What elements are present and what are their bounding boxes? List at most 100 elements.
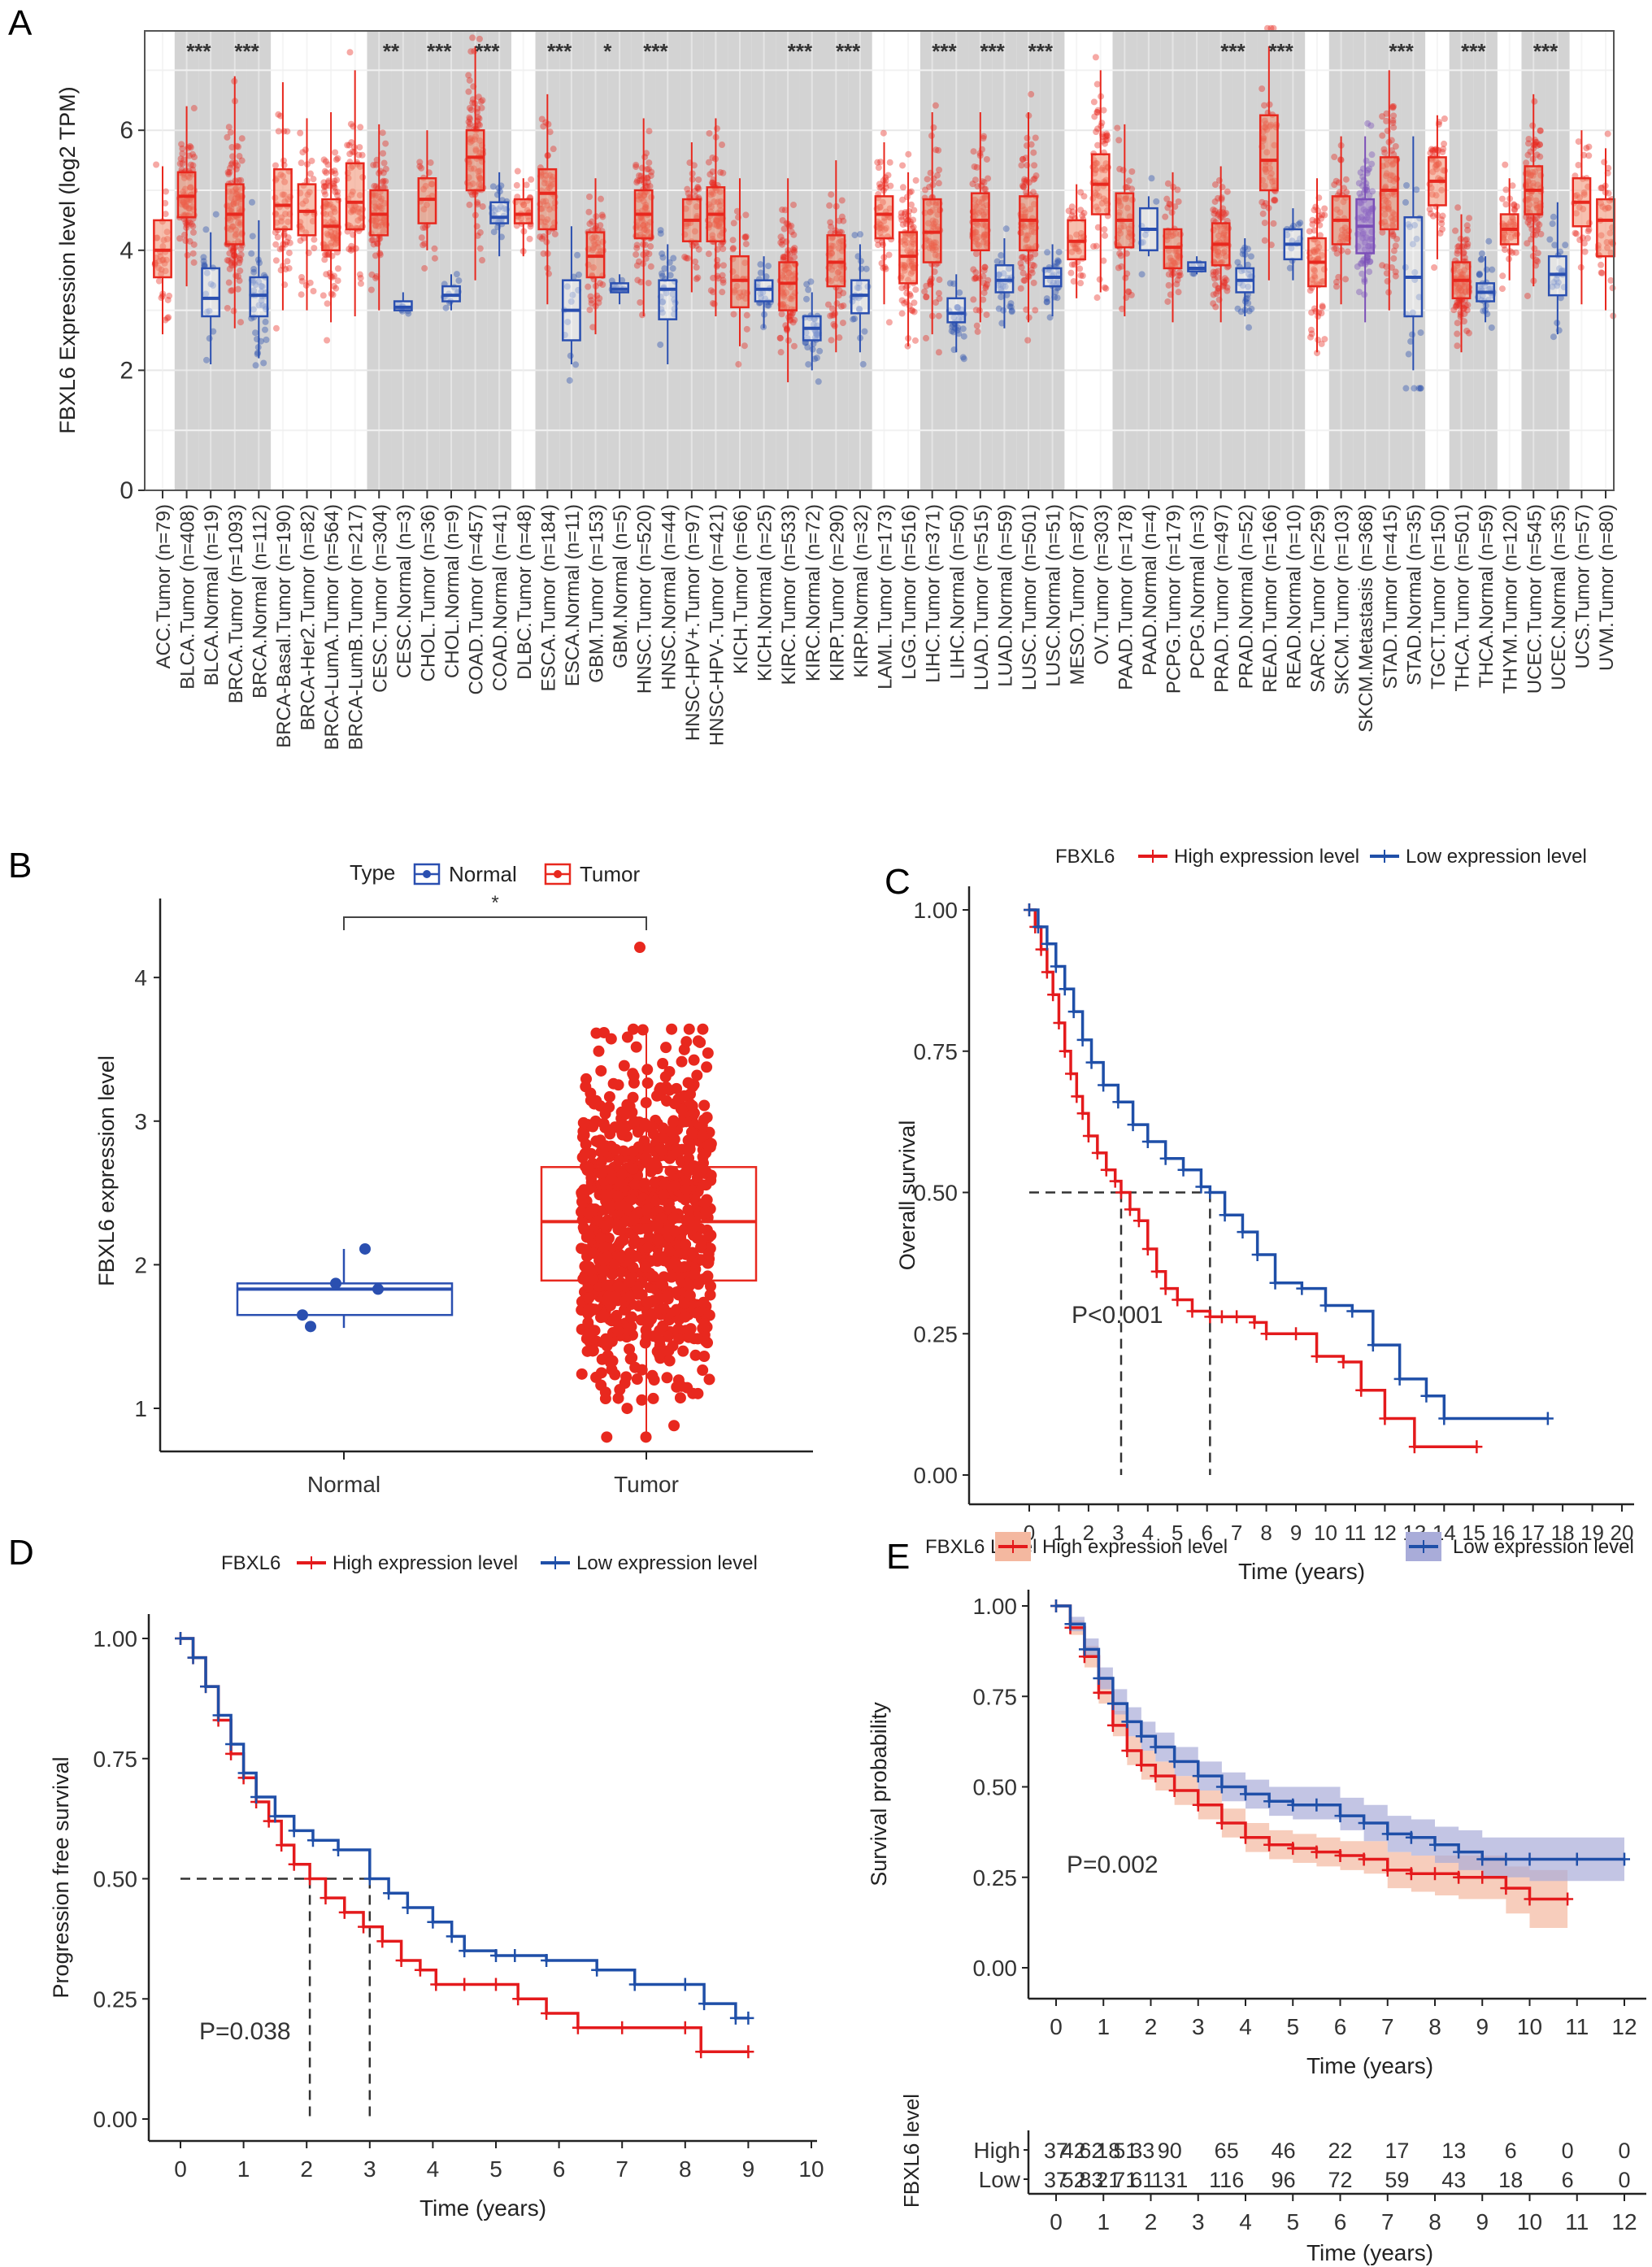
panel-a-box-group — [488, 172, 511, 257]
panel-a-point — [236, 255, 243, 262]
risk-table-row-label-high: High — [973, 2138, 1020, 2163]
panel-a-point — [1079, 212, 1086, 220]
panel-a-point — [1090, 243, 1098, 250]
panel-d-legend-title: FBXL6 — [221, 1552, 280, 1574]
panel-a-point — [1101, 226, 1108, 233]
panel-a-xtick-label: LUAD.Normal (n=59) — [994, 504, 1016, 687]
panel-a-point — [322, 191, 329, 198]
panel-a-box-group — [633, 118, 655, 319]
panel-a-point — [238, 157, 246, 164]
panel-a-point — [826, 202, 833, 209]
panel-b-ytick-label: 3 — [134, 1109, 147, 1134]
panel-a-point — [1573, 230, 1580, 237]
panel-a-point — [344, 141, 351, 149]
panel-a-point — [1125, 177, 1132, 185]
panel-a-point — [595, 299, 602, 307]
panel-c-censor-mark — [1059, 1044, 1071, 1058]
panel-c-censor-mark — [1076, 1033, 1089, 1046]
panel-a-point — [420, 224, 427, 232]
panel-a-significance: *** — [1461, 39, 1486, 63]
panel-a-point — [514, 168, 521, 175]
panel-b-normal-point — [305, 1321, 316, 1333]
panel-b-tumor-point — [585, 1094, 597, 1107]
panel-c-censor-mark — [1047, 988, 1059, 1002]
panel-b-significance-label: * — [491, 892, 498, 914]
panel-b-tumor-point — [658, 1303, 670, 1315]
panel-e-xtick-label: 2 — [1145, 2014, 1158, 2039]
panel-a-point — [646, 159, 653, 167]
panel-a-point — [285, 264, 293, 272]
panel-a-point — [930, 175, 937, 182]
panel-a-point — [372, 275, 380, 282]
panel-a-point — [1392, 272, 1399, 280]
panel-a-xtick-label: BRCA-Basal.Tumor (n=190) — [273, 504, 295, 748]
panel-a-point — [546, 128, 554, 136]
panel-a-point — [791, 244, 798, 251]
panel-b-tumor-point — [618, 1060, 630, 1072]
panel-a-xtick-label: SARC.Tumor (n=259) — [1307, 504, 1329, 693]
panel-a-point — [644, 166, 651, 173]
panel-a-point — [298, 274, 306, 281]
panel-a-xtick-label: HNSC.Normal (n=44) — [658, 504, 680, 690]
panel-b-tumor-point — [663, 1245, 676, 1257]
panel-a-point — [537, 233, 544, 241]
panel-a-point — [645, 179, 652, 186]
panel-a-box-group — [344, 49, 367, 316]
panel-b-tumor-point — [676, 1380, 688, 1392]
panel-a-point — [476, 245, 484, 252]
panel-a-point — [381, 184, 389, 191]
panel-b-legend-label-tumor: Tumor — [580, 862, 640, 886]
panel-a-box — [465, 128, 485, 192]
panel-a-point — [333, 176, 341, 184]
risk-table-xtick-label: 2 — [1145, 2209, 1158, 2234]
panel-a-point — [657, 230, 664, 237]
panel-a-point — [237, 256, 244, 263]
panel-d-censor-mark — [320, 1891, 332, 1905]
panel-a-xtick-label: UCEC.Tumor (n=545) — [1524, 504, 1545, 694]
panel-a-point — [598, 211, 606, 219]
panel-label-c: C — [885, 862, 911, 902]
panel-b-tumor-point — [583, 1292, 595, 1304]
panel-a-point — [741, 342, 748, 350]
panel-b-tumor-point — [612, 1190, 624, 1203]
panel-b-tumor-point — [646, 1120, 659, 1133]
panel-b-tumor-point — [685, 1126, 698, 1138]
panel-a-point — [1509, 182, 1516, 189]
panel-a-point — [416, 163, 424, 170]
panel-b-tumor-point — [658, 1189, 670, 1201]
panel-a-xtick-label: THYM.Tumor (n=120) — [1500, 504, 1522, 694]
panel-a-point — [359, 151, 366, 159]
panel-a-point — [1550, 333, 1557, 341]
panel-a-box — [1403, 215, 1424, 318]
panel-a-xtick-label: PRAD.Normal (n=52) — [1235, 504, 1257, 689]
panel-b-normal-point — [372, 1283, 384, 1295]
panel-a-point — [742, 211, 750, 219]
panel-label-a: A — [8, 3, 33, 43]
panel-b-tumor-point — [601, 1251, 613, 1263]
panel-a-point — [286, 239, 293, 246]
panel-a-point — [1122, 274, 1129, 281]
panel-a-point — [1261, 220, 1268, 227]
panel-a-point — [643, 150, 650, 157]
panel-c-censor-mark — [1219, 1208, 1231, 1222]
panel-a-point — [1224, 287, 1231, 294]
panel-a-point — [236, 259, 243, 267]
panel-a-point — [538, 235, 546, 242]
panel-a-point — [861, 328, 868, 335]
panel-a-point — [901, 299, 908, 307]
panel-a-point — [282, 241, 289, 248]
risk-table-xtick-label: 7 — [1381, 2209, 1394, 2234]
panel-a-point — [593, 292, 601, 299]
panel-b-tumor-point — [610, 1143, 622, 1155]
panel-a-xtick-label: ACC.Tumor (n=79) — [153, 504, 175, 669]
panel-a-xtick-label: STAD.Normal (n=35) — [1403, 504, 1425, 685]
panel-a-point — [644, 183, 651, 190]
panel-a-point — [898, 310, 906, 317]
panel-a-point — [743, 311, 750, 319]
panel-d-censor-mark — [306, 1834, 319, 1847]
panel-a-box-group — [393, 292, 413, 317]
panel-a-xtick-label: LIHC.Normal (n=50) — [946, 504, 968, 679]
panel-a-point — [705, 250, 712, 258]
risk-table-cell: 33 — [1130, 2139, 1154, 2163]
panel-a-point — [1319, 211, 1326, 219]
